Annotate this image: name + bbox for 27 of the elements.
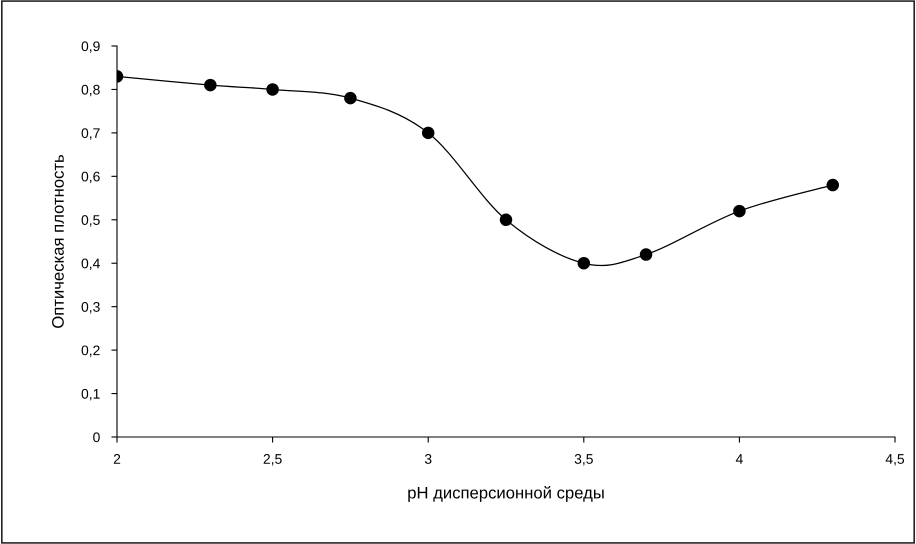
y-tick-label: 0,1 [82, 388, 100, 400]
y-tick-label: 0,7 [82, 128, 100, 140]
x-tick-label: 4 [736, 454, 743, 464]
point [266, 83, 279, 96]
point [500, 214, 512, 226]
point [640, 248, 652, 261]
y-tick-label: 0,5 [82, 215, 100, 227]
y-axis-title: Оптическая плотность [52, 154, 64, 328]
point [204, 78, 217, 92]
x-tick-label: 3 [424, 454, 432, 464]
y-tick-label: 0,6 [82, 172, 100, 184]
point [733, 204, 746, 218]
y-tick-label: 0 [93, 432, 100, 442]
point [344, 92, 357, 104]
x-axis-title: pH дисперсионной среды [408, 486, 604, 502]
point [826, 178, 840, 192]
point [578, 256, 590, 270]
y-tick-label: 0,3 [82, 302, 100, 314]
x-tick-label: 2 [114, 454, 120, 464]
y-tick-label: 0,2 [82, 345, 100, 357]
y-tick-label: 0,4 [82, 258, 100, 270]
y-tick-label: 0,8 [82, 84, 100, 96]
x-tick-label: 4,5 [886, 454, 904, 466]
y-tick-label: 0,9 [82, 41, 100, 53]
x-tick-label: 2,5 [264, 454, 282, 466]
x-tick-label: 3,5 [574, 454, 593, 466]
point [422, 126, 434, 140]
